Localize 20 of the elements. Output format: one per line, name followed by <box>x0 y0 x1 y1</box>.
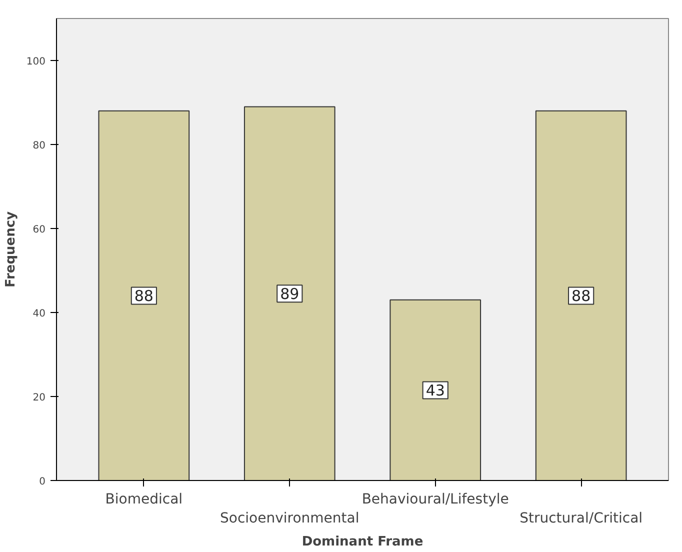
bar <box>98 110 190 480</box>
y-tick-label: 100 <box>26 56 46 68</box>
y-tick-label: 40 <box>32 308 46 320</box>
x-tick-label: Behavioural/Lifestyle <box>362 492 509 508</box>
x-axis-title: Dominant Frame <box>302 534 424 550</box>
y-tick-label: 60 <box>32 224 46 236</box>
y-tick-label: 0 <box>39 476 46 488</box>
data-label: 88 <box>134 287 154 306</box>
bar <box>244 106 336 480</box>
y-tick-label: 80 <box>32 140 46 152</box>
bar <box>535 110 627 480</box>
bar <box>390 299 482 480</box>
data-label: 88 <box>572 287 591 306</box>
x-tick-label: Socioenvironmental <box>220 510 360 527</box>
y-axis-title: Frequency <box>3 210 18 288</box>
x-tick-label: Structural/Critical <box>520 510 643 527</box>
x-tick-label: Biomedical <box>105 492 183 508</box>
data-label: 89 <box>280 285 300 304</box>
data-label: 43 <box>426 382 445 400</box>
y-tick-label: 20 <box>32 392 46 404</box>
